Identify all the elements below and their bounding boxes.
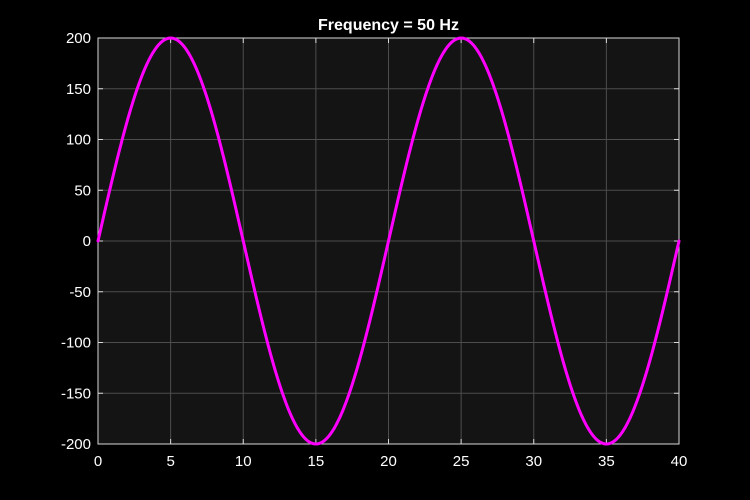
y-tick-label: 0 [83,233,91,250]
x-tick-label: 30 [525,453,542,470]
y-axis-ticks: 200 150 100 50 0 -50 -100 -150 -200 [61,30,91,453]
y-tick-label: 100 [66,132,91,149]
y-tick-label: 200 [66,30,91,47]
y-tick-label: 50 [74,182,91,199]
x-tick-label: 25 [453,453,470,470]
x-tick-label: 20 [380,453,397,470]
y-tick-label: 150 [66,81,91,98]
series-line [96,36,681,446]
series-layer [96,36,681,446]
x-tick-label: 5 [166,453,174,470]
y-tick-label: -150 [61,385,91,402]
y-tick-label: -100 [61,335,91,352]
x-tick-label: 0 [94,453,102,470]
x-tick-label: 15 [308,453,325,470]
chart-title: Frequency = 50 Hz [318,17,459,34]
y-tick-label: -50 [69,284,91,301]
y-tick-label: -200 [61,436,91,453]
x-tick-label: 35 [598,453,615,470]
x-tick-label: 10 [235,453,252,470]
x-tick-label: 40 [671,453,688,470]
x-axis-ticks: 0 5 10 15 20 25 30 35 40 [94,453,688,470]
